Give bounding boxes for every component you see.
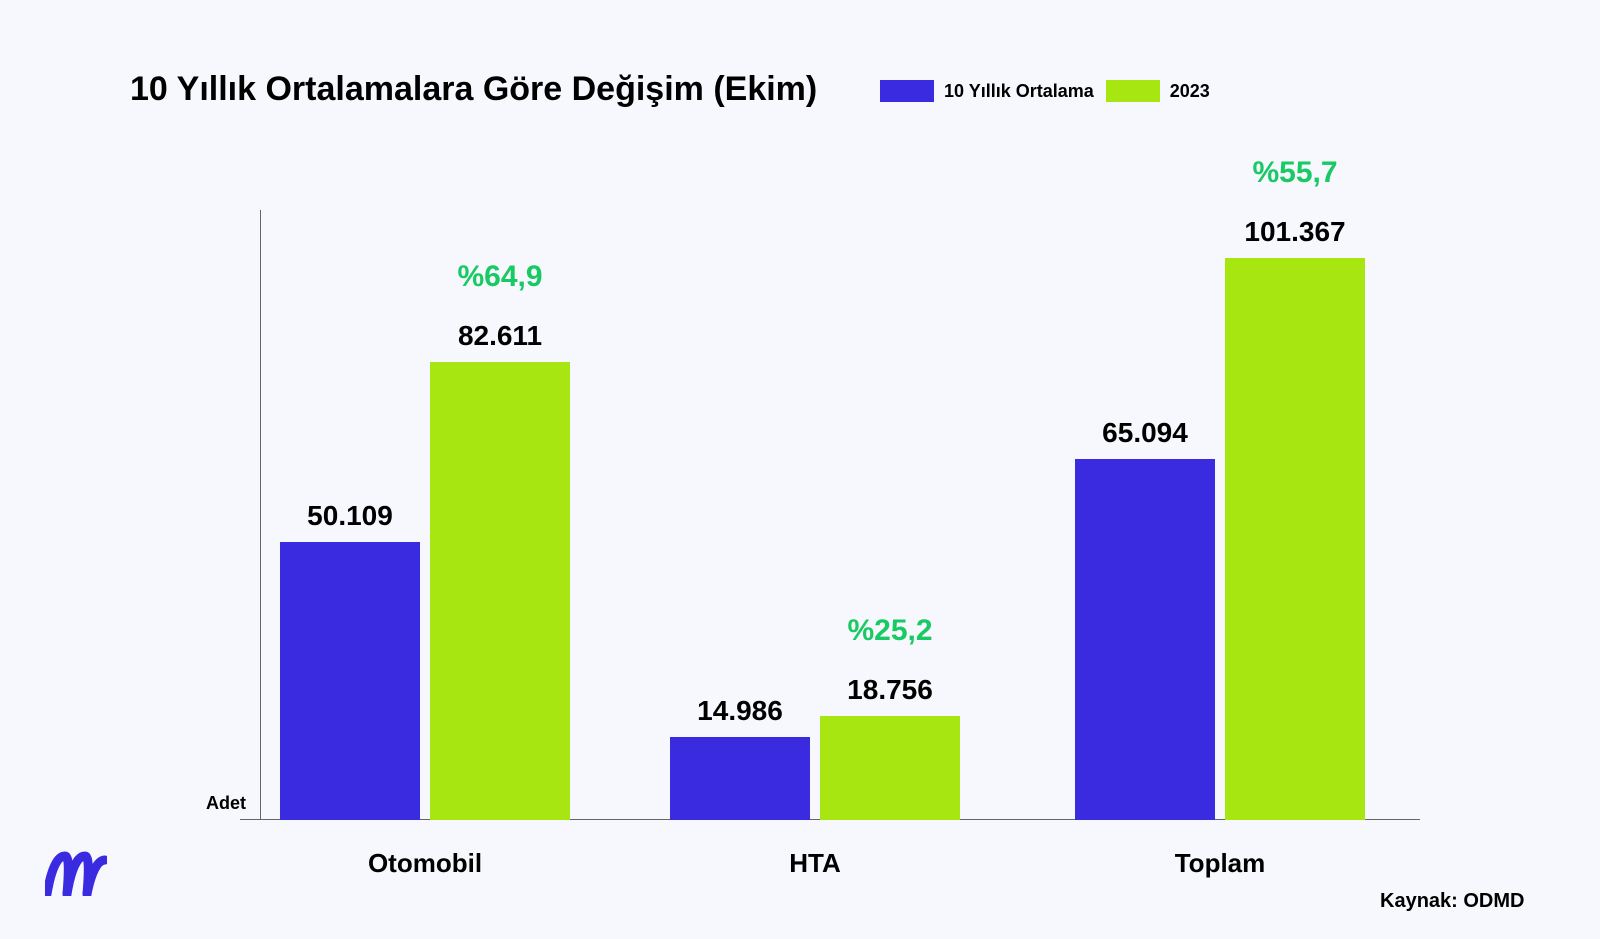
bar-value-label: 18.756	[810, 674, 970, 706]
legend-swatch	[880, 80, 934, 102]
y-axis	[260, 210, 261, 820]
legend-label: 2023	[1170, 81, 1210, 102]
legend-label: 10 Yıllık Ortalama	[944, 81, 1094, 102]
plot-area: Adet50.10982.611%64,9Otomobil14.98618.75…	[260, 210, 1400, 820]
bar	[820, 716, 960, 820]
legend-item: 10 Yıllık Ortalama	[880, 80, 1094, 102]
legend-item: 2023	[1106, 80, 1210, 102]
source-text: Kaynak: ODMD	[1380, 890, 1524, 913]
bar-value-label: 50.109	[270, 500, 430, 532]
bar-value-label: 65.094	[1065, 417, 1225, 449]
percent-change-label: %64,9	[420, 260, 580, 294]
legend-swatch	[1106, 80, 1160, 102]
bar	[430, 362, 570, 820]
bar-value-label: 14.986	[660, 695, 820, 727]
bar-value-label: 82.611	[420, 320, 580, 352]
category-label: HTA	[695, 848, 935, 879]
y-axis-label: Adet	[206, 793, 246, 814]
bar	[1075, 459, 1215, 820]
percent-change-label: %55,7	[1215, 156, 1375, 190]
brand-logo-icon	[45, 850, 107, 896]
chart-page: 10 Yıllık Ortalamalara Göre Değişim (Eki…	[0, 0, 1600, 939]
bar	[670, 737, 810, 820]
chart-title: 10 Yıllık Ortalamalara Göre Değişim (Eki…	[130, 70, 817, 109]
category-label: Otomobil	[305, 848, 545, 879]
bar-value-label: 101.367	[1215, 216, 1375, 248]
bar	[280, 542, 420, 820]
bar	[1225, 258, 1365, 820]
percent-change-label: %25,2	[810, 614, 970, 648]
category-label: Toplam	[1100, 848, 1340, 879]
legend: 10 Yıllık Ortalama 2023	[880, 80, 1210, 102]
